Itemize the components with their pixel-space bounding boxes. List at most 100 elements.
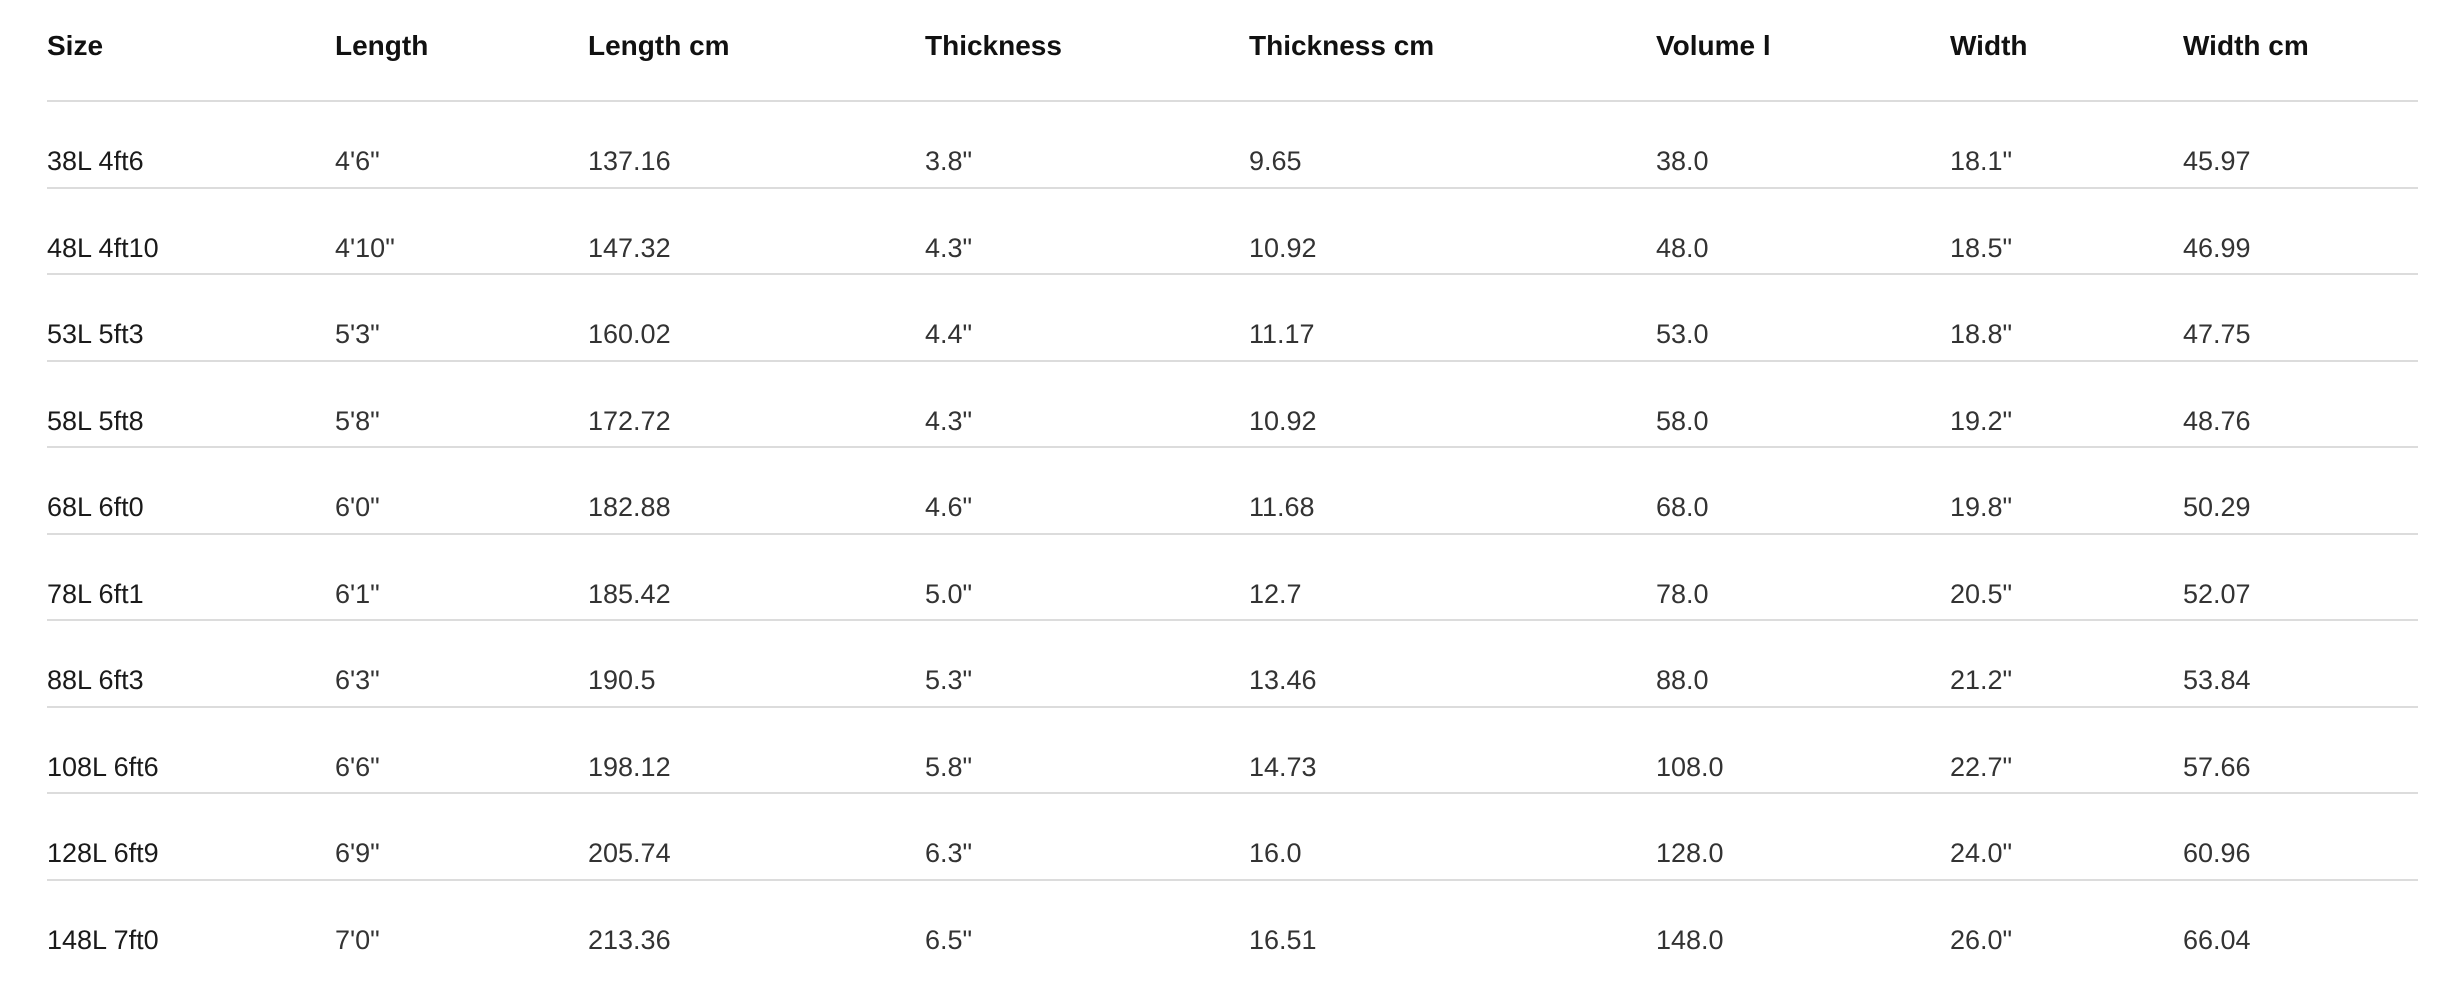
cell-thickness: 5.8" — [925, 751, 973, 782]
cell-width-cm: 57.66 — [2183, 751, 2251, 782]
cell-length-cm: 172.72 — [588, 405, 671, 436]
table-row: 88L 6ft3 6'3" 190.5 5.3" 13.46 88.0 21.2" 53.84 — [47, 621, 2418, 708]
cell-size: 48L 4ft10 — [47, 232, 159, 263]
cell-thickness-cm: 11.17 — [1249, 319, 1315, 349]
cell-thickness: 4.6" — [925, 492, 973, 522]
cell-length: 6'3" — [335, 665, 380, 695]
cell-volume-l: 128.0 — [1656, 838, 1724, 868]
cell-thickness-cm: 16.0 — [1249, 838, 1302, 868]
cell-thickness-cm: 11.68 — [1249, 492, 1315, 522]
column-header-length: Length — [335, 30, 429, 61]
cell-thickness-cm: 9.65 — [1249, 146, 1302, 176]
cell-thickness-cm: 13.46 — [1249, 665, 1317, 695]
cell-size: 58L 5ft8 — [47, 405, 144, 436]
cell-length-cm: 205.74 — [588, 838, 671, 868]
table-row: 108L 6ft6 6'6" 198.12 5.8" 14.73 108.0 22.7" 57… — [47, 708, 2418, 794]
table-row: 38L 4ft6 4'6" 137.16 3.8" 9.65 38.0 18.1" 45.97 — [47, 102, 2418, 189]
column-header-thickness-cm: Thickness cm — [1249, 30, 1435, 61]
cell-width-cm: 46.99 — [2183, 232, 2251, 263]
cell-width-cm: 48.76 — [2183, 405, 2251, 436]
cell-length-cm: 190.5 — [588, 665, 656, 695]
size-chart-table: Size Length Length cm Thickness Thickness cm… — [47, 0, 2418, 967]
cell-size: 128L 6ft9 — [47, 838, 159, 868]
cell-thickness: 3.8" — [925, 146, 973, 176]
cell-width-cm: 53.84 — [2183, 665, 2251, 695]
cell-length-cm: 160.02 — [588, 319, 671, 349]
cell-length: 5'3" — [335, 319, 380, 349]
cell-thickness-cm: 10.92 — [1249, 405, 1317, 436]
cell-thickness: 6.3" — [925, 838, 973, 868]
cell-width-cm: 45.97 — [2183, 146, 2251, 176]
cell-volume-l: 88.0 — [1656, 665, 1709, 695]
cell-volume-l: 38.0 — [1656, 146, 1709, 176]
cell-size: 148L 7ft0 — [47, 924, 159, 955]
cell-length-cm: 182.88 — [588, 492, 671, 522]
cell-length: 4'10" — [335, 232, 395, 263]
cell-width-cm: 47.75 — [2183, 319, 2251, 349]
cell-width: 18.8" — [1950, 319, 2013, 349]
cell-width: 18.1" — [1950, 146, 2013, 176]
cell-width: 19.2" — [1950, 405, 2013, 436]
cell-width: 24.0" — [1950, 838, 2013, 868]
table-body: 38L 4ft6 4'6" 137.16 3.8" 9.65 38.0 18.1" 45.97… — [47, 102, 2418, 967]
cell-volume-l: 108.0 — [1656, 751, 1724, 782]
cell-volume-l: 148.0 — [1656, 924, 1724, 955]
cell-width: 26.0" — [1950, 924, 2013, 955]
cell-width: 22.7" — [1950, 751, 2013, 782]
column-header-volume-l: Volume l — [1656, 30, 1771, 61]
cell-volume-l: 68.0 — [1656, 492, 1709, 522]
cell-thickness-cm: 10.92 — [1249, 232, 1317, 263]
cell-length-cm: 198.12 — [588, 751, 671, 782]
cell-width: 18.5" — [1950, 232, 2013, 263]
cell-thickness: 5.0" — [925, 578, 973, 609]
cell-length-cm: 213.36 — [588, 924, 671, 955]
cell-thickness: 5.3" — [925, 665, 973, 695]
cell-size: 78L 6ft1 — [47, 578, 144, 609]
cell-width: 20.5" — [1950, 578, 2013, 609]
cell-length-cm: 147.32 — [588, 232, 671, 263]
cell-width-cm: 66.04 — [2183, 924, 2251, 955]
cell-width-cm: 52.07 — [2183, 578, 2251, 609]
cell-length: 5'8" — [335, 405, 380, 436]
cell-size: 68L 6ft0 — [47, 492, 144, 522]
cell-thickness: 4.3" — [925, 405, 973, 436]
cell-length: 6'0" — [335, 492, 380, 522]
cell-length: 4'6" — [335, 146, 380, 176]
cell-volume-l: 58.0 — [1656, 405, 1709, 436]
cell-volume-l: 78.0 — [1656, 578, 1709, 609]
table-row: 148L 7ft0 7'0" 213.36 6.5" 16.51 148.0 26.0" 66… — [47, 881, 2418, 968]
cell-width-cm: 50.29 — [2183, 492, 2251, 522]
table-row: 78L 6ft1 6'1" 185.42 5.0" 12.7 78.0 20.5" 52.07 — [47, 535, 2418, 621]
cell-thickness-cm: 14.73 — [1249, 751, 1317, 782]
cell-volume-l: 48.0 — [1656, 232, 1709, 263]
cell-width-cm: 60.96 — [2183, 838, 2251, 868]
cell-thickness: 4.4" — [925, 319, 973, 349]
cell-size: 108L 6ft6 — [47, 751, 159, 782]
cell-width: 19.8" — [1950, 492, 2013, 522]
cell-thickness-cm: 12.7 — [1249, 578, 1302, 609]
table-row: 68L 6ft0 6'0" 182.88 4.6" 11.68 68.0 19.8" 50.2… — [47, 448, 2418, 535]
cell-thickness-cm: 16.51 — [1249, 924, 1317, 955]
cell-length: 6'9" — [335, 838, 380, 868]
cell-thickness: 6.5" — [925, 924, 973, 955]
cell-size: 88L 6ft3 — [47, 665, 144, 695]
column-header-width: Width — [1950, 30, 2028, 61]
cell-width: 21.2" — [1950, 665, 2013, 695]
table-row: 58L 5ft8 5'8" 172.72 4.3" 10.92 58.0 19.2" 48.7… — [47, 362, 2418, 448]
table-header-row: Size Length Length cm Thickness Thickness cm… — [47, 0, 2418, 102]
column-header-size: Size — [47, 30, 104, 61]
table-row: 53L 5ft3 5'3" 160.02 4.4" 11.17 53.0 18.8" 47.7… — [47, 275, 2418, 362]
column-header-width-cm: Width cm — [2183, 30, 2309, 61]
cell-length: 6'1" — [335, 578, 380, 609]
cell-length-cm: 185.42 — [588, 578, 671, 609]
cell-length-cm: 137.16 — [588, 146, 671, 176]
column-header-thickness: Thickness — [925, 30, 1062, 61]
cell-thickness: 4.3" — [925, 232, 973, 263]
cell-volume-l: 53.0 — [1656, 319, 1709, 349]
column-header-length-cm: Length cm — [588, 30, 730, 61]
table-row: 128L 6ft9 6'9" 205.74 6.3" 16.0 128.0 24.0" 60.… — [47, 794, 2418, 881]
cell-length: 7'0" — [335, 924, 380, 955]
cell-size: 38L 4ft6 — [47, 146, 144, 176]
cell-size: 53L 5ft3 — [47, 319, 144, 349]
table-row: 48L 4ft10 4'10" 147.32 4.3" 10.92 48.0 18.5" 46… — [47, 189, 2418, 275]
